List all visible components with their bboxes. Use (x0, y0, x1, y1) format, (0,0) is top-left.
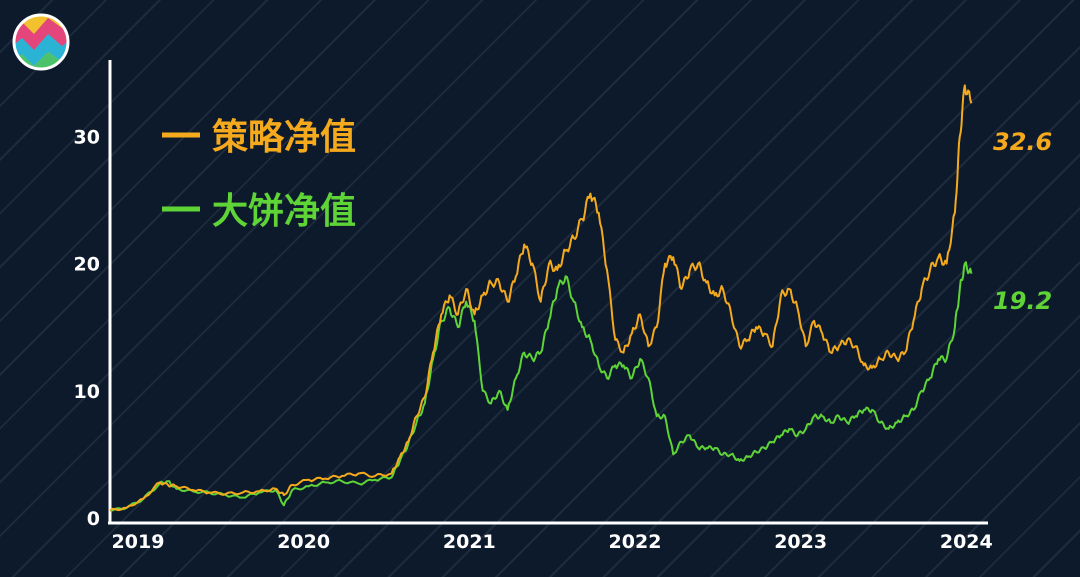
series-group (109, 84, 973, 512)
x-tick-label: 2023 (774, 531, 827, 553)
colorful-zigzag-logo-icon (12, 13, 70, 71)
x-tick-label: 2024 (940, 531, 993, 553)
x-tick-label: 2019 (112, 531, 165, 553)
legend: 策略净值 大饼净值 (162, 117, 356, 232)
series-line-strategy (109, 84, 973, 512)
x-tick-label: 2021 (443, 531, 496, 553)
end-value-label-btc: 19.2 (993, 287, 1052, 315)
legend-label-strategy: 策略净值 (212, 117, 356, 158)
legend-label-btc: 大饼净值 (212, 191, 356, 232)
x-tick-label: 2020 (277, 531, 330, 553)
y-tick-group: 0 10 20 30 (74, 126, 100, 530)
y-tick-label: 20 (74, 254, 100, 276)
y-tick-label: 0 (87, 508, 100, 530)
y-tick-label: 30 (74, 126, 100, 148)
series-line-btc (110, 261, 973, 512)
x-tick-group: 2019 2020 2021 2022 2023 2024 (112, 531, 993, 553)
x-tick-label: 2022 (609, 531, 662, 553)
y-tick-label: 10 (74, 381, 100, 403)
end-value-label-strategy: 32.6 (993, 128, 1052, 156)
